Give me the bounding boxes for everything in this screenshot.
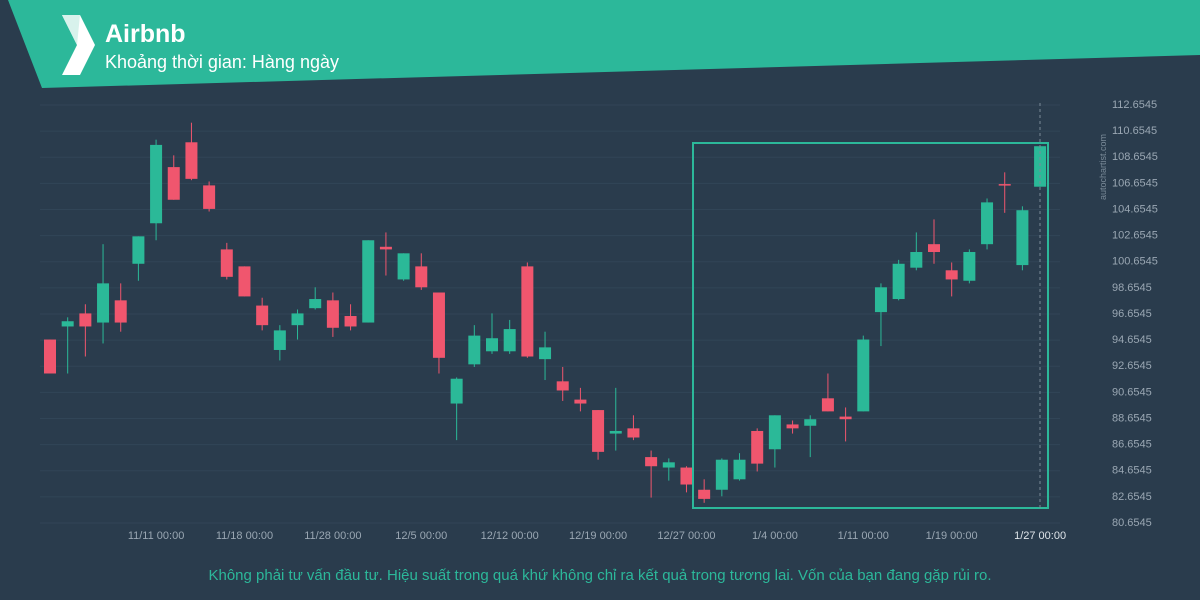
candle-body <box>521 266 534 357</box>
logo <box>62 15 95 75</box>
candle-body <box>963 252 976 281</box>
y-tick-label: 102.6545 <box>1112 230 1158 242</box>
candle-body <box>185 142 198 179</box>
candle-body <box>715 459 728 490</box>
candle-body <box>114 300 127 323</box>
candle-body <box>256 305 269 326</box>
candle-body <box>432 292 445 358</box>
y-tick-label: 82.6545 <box>1112 491 1152 503</box>
candle-body <box>397 253 410 280</box>
pattern-box <box>692 142 1049 509</box>
x-tick-label: 12/27 00:00 <box>657 530 715 542</box>
candle-body <box>857 339 870 412</box>
candle-body <box>132 236 145 264</box>
y-tick-label: 112.6545 <box>1112 99 1157 111</box>
plot-area: 80.6545 82.6545 84.6545 86.6545 88.6545 90.65… <box>40 99 1158 542</box>
candle-body <box>273 330 286 350</box>
candle-body <box>539 347 552 360</box>
x-tick-label: 11/11 00:00 <box>128 530 184 542</box>
candle-body <box>874 287 887 313</box>
candle-body <box>804 419 817 426</box>
watermark: autochartist.com <box>1098 134 1108 200</box>
candle-body <box>1034 146 1047 187</box>
y-tick-label: 96.6545 <box>1112 308 1152 320</box>
x-tick-label: 12/19 00:00 <box>569 530 627 542</box>
candle-body <box>379 246 392 250</box>
title: Airbnb <box>105 20 186 48</box>
candle-body <box>645 457 658 467</box>
subtitle: Khoảng thời gian: Hàng ngày <box>105 52 339 72</box>
y-tick-label: 94.6545 <box>1112 334 1152 346</box>
candle-body <box>592 410 605 452</box>
y-tick-label: 86.6545 <box>1112 439 1152 451</box>
candle-body <box>44 339 56 374</box>
y-tick-label: 100.6545 <box>1112 256 1158 268</box>
candle-body <box>981 202 994 245</box>
candle-body <box>928 244 940 253</box>
y-tick-label: 88.6545 <box>1112 412 1152 424</box>
x-tick-label: 11/28 00:00 <box>304 530 361 542</box>
candle-body <box>662 462 675 468</box>
y-tick-label: 104.6545 <box>1112 203 1158 215</box>
y-tick-label: 106.6545 <box>1112 177 1158 189</box>
candle-body <box>97 283 110 323</box>
candle-body <box>220 249 233 277</box>
candle-body <box>450 378 463 404</box>
candle-body <box>574 399 587 404</box>
y-tick-label: 110.6545 <box>1112 125 1157 137</box>
candle-body <box>486 338 498 352</box>
candle-body <box>821 398 834 412</box>
candle-body <box>910 252 923 268</box>
candle-body <box>79 313 92 327</box>
candle-body <box>309 299 322 309</box>
y-tick-label: 84.6545 <box>1112 465 1152 477</box>
candle-body <box>786 424 799 429</box>
x-tick-label: 11/18 00:00 <box>216 530 273 542</box>
header-band <box>8 0 1200 88</box>
candle-body <box>680 467 693 485</box>
candle-body <box>503 329 516 352</box>
candle-body <box>362 240 375 323</box>
y-tick-label: 92.6545 <box>1112 360 1152 372</box>
candle-body <box>892 263 905 300</box>
candle-body <box>627 428 640 438</box>
y-tick-label: 108.6545 <box>1112 151 1158 163</box>
x-tick-label: 1/19 00:00 <box>926 530 978 542</box>
candle-body <box>768 415 781 450</box>
candle-body <box>61 321 74 327</box>
candle-body <box>945 270 958 280</box>
candle-body <box>839 416 852 420</box>
candle-body <box>1016 210 1029 266</box>
y-tick-label: 98.6545 <box>1112 282 1152 294</box>
x-tick-label: 1/27 00:00 <box>1014 530 1066 542</box>
candle-body <box>167 167 180 200</box>
candle-body <box>150 144 163 224</box>
candle-body <box>344 316 357 327</box>
x-tick-label: 1/4 00:00 <box>752 530 798 542</box>
y-tick-label: 90.6545 <box>1112 386 1152 398</box>
x-tick-label: 12/5 00:00 <box>395 530 447 542</box>
candle-body <box>326 300 339 328</box>
y-tick-label: 80.6545 <box>1112 517 1152 529</box>
x-tick-label: 1/11 00:00 <box>838 530 889 542</box>
candle-body <box>733 459 746 480</box>
candle-body <box>238 266 251 297</box>
candle-body <box>609 430 622 434</box>
candle-body <box>556 381 569 391</box>
candle-body <box>415 266 428 288</box>
candle-body <box>998 184 1011 186</box>
disclaimer: Không phải tư vấn đầu tư. Hiệu suất tron… <box>208 567 991 584</box>
candle-body <box>751 430 764 464</box>
candle-body <box>291 313 304 326</box>
candle-body <box>468 335 481 365</box>
x-tick-label: 12/12 00:00 <box>481 530 539 542</box>
candle-body <box>698 489 711 499</box>
candle-body <box>203 185 216 209</box>
